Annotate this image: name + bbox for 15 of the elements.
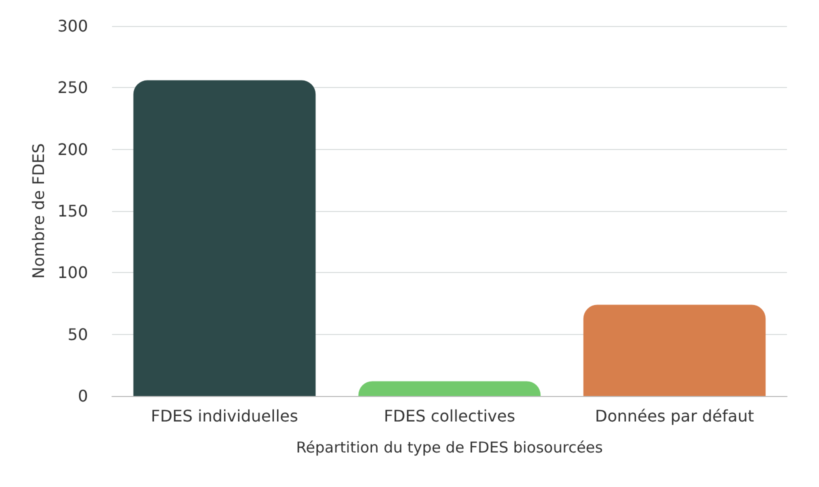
x-tick-label: FDES individuelles: [150, 406, 298, 426]
y-tick-label: 300: [57, 16, 88, 36]
y-tick-label: 0: [78, 386, 88, 406]
x-tick-label: FDES collectives: [384, 406, 516, 426]
x-tick-label: Données par défaut: [595, 406, 754, 426]
y-tick-label: 100: [57, 263, 88, 282]
y-tick-label: 200: [57, 140, 88, 159]
x-axis-title: Répartition du type de FDES biosourcées: [296, 438, 604, 456]
y-tick-label: 50: [68, 324, 88, 344]
bar: [583, 304, 766, 396]
y-axis-title: Nombre de FDES: [29, 143, 48, 279]
y-tick-label: 250: [57, 78, 88, 98]
bar: [358, 381, 541, 396]
y-tick-label: 150: [57, 202, 88, 220]
bar: [133, 80, 316, 396]
